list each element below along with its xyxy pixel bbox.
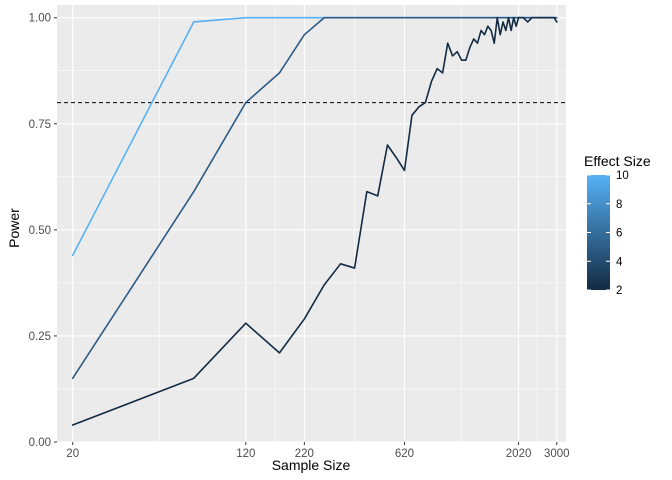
legend-tick-label: 4 xyxy=(616,256,623,268)
grid-lines xyxy=(57,5,566,443)
legend-tick-label: 10 xyxy=(616,170,629,182)
series-line xyxy=(71,16,558,380)
y-tick-label: 1.00 xyxy=(29,13,51,25)
axes: 0.00 0.25 0.50 0.75 1.00 20 120 220 620 2020 3000 xyxy=(29,13,570,460)
x-axis-title: Sample Size xyxy=(272,457,351,473)
y-tick-label: 0.75 xyxy=(29,119,51,131)
legend-tick-label: 2 xyxy=(616,285,622,297)
x-tick-label: 220 xyxy=(295,448,314,460)
legend-tick-label: 6 xyxy=(616,228,622,240)
series-lines xyxy=(71,16,558,426)
x-tick-label: 3000 xyxy=(544,448,570,460)
y-tick-label: 0.25 xyxy=(29,331,51,343)
y-axis-title: Power xyxy=(6,208,22,248)
x-tick-label: 620 xyxy=(395,448,414,460)
legend-ticks: 2 4 6 8 10 xyxy=(587,170,629,297)
y-tick-label: 0.50 xyxy=(29,225,51,237)
legend-tick-label: 8 xyxy=(616,199,622,211)
legend-title: Effect Size xyxy=(584,153,651,169)
legend: Effect Size 2 4 6 8 10 xyxy=(584,153,651,297)
x-tick-label: 2020 xyxy=(506,448,532,460)
legend-colorbar xyxy=(587,175,610,290)
y-tick-label: 0.00 xyxy=(29,437,51,449)
x-tick-label: 120 xyxy=(236,448,255,460)
x-tick-label: 20 xyxy=(66,448,79,460)
plot-panel xyxy=(57,5,566,442)
series-line xyxy=(71,16,558,426)
